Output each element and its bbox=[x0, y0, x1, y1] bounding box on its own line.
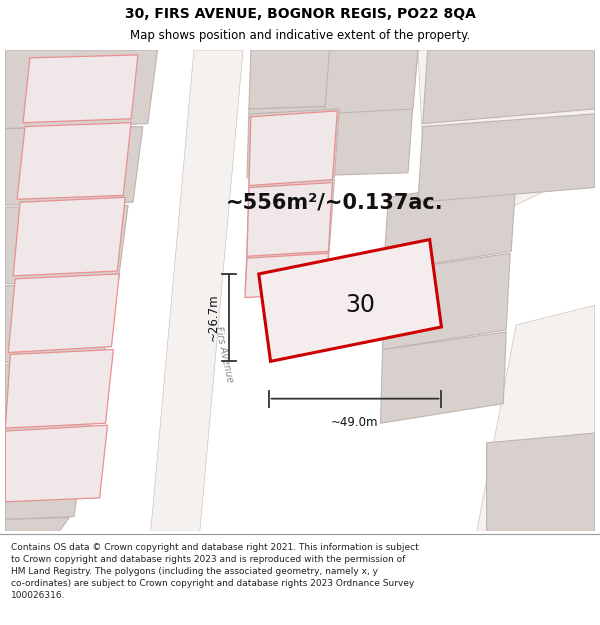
Polygon shape bbox=[477, 306, 595, 531]
Polygon shape bbox=[325, 50, 418, 114]
Polygon shape bbox=[418, 114, 595, 202]
Polygon shape bbox=[5, 205, 128, 284]
Polygon shape bbox=[5, 349, 113, 428]
Polygon shape bbox=[383, 177, 516, 271]
Polygon shape bbox=[5, 441, 84, 519]
Polygon shape bbox=[5, 50, 158, 129]
Polygon shape bbox=[423, 50, 595, 124]
Text: 30, FIRS AVENUE, BOGNOR REGIS, PO22 8QA: 30, FIRS AVENUE, BOGNOR REGIS, PO22 8QA bbox=[125, 7, 475, 21]
Text: Contains OS data © Crown copyright and database right 2021. This information is : Contains OS data © Crown copyright and d… bbox=[11, 542, 419, 600]
Polygon shape bbox=[5, 362, 98, 441]
Polygon shape bbox=[249, 109, 339, 182]
Text: Map shows position and indicative extent of the property.: Map shows position and indicative extent… bbox=[130, 29, 470, 42]
Polygon shape bbox=[247, 179, 334, 251]
Polygon shape bbox=[247, 104, 413, 178]
Text: ~26.7m: ~26.7m bbox=[206, 294, 220, 341]
Polygon shape bbox=[5, 518, 69, 531]
Polygon shape bbox=[245, 253, 328, 298]
Polygon shape bbox=[13, 198, 125, 276]
Polygon shape bbox=[380, 332, 506, 423]
Polygon shape bbox=[5, 127, 143, 205]
Text: ~49.0m: ~49.0m bbox=[331, 416, 379, 429]
Polygon shape bbox=[17, 122, 131, 199]
Polygon shape bbox=[259, 239, 442, 361]
Text: Firs Avenue: Firs Avenue bbox=[212, 326, 234, 384]
Polygon shape bbox=[247, 182, 332, 256]
Polygon shape bbox=[8, 274, 119, 352]
Polygon shape bbox=[249, 111, 337, 186]
Text: 30: 30 bbox=[345, 293, 375, 318]
Polygon shape bbox=[23, 55, 138, 123]
Text: ~556m²/~0.137ac.: ~556m²/~0.137ac. bbox=[226, 192, 443, 213]
Polygon shape bbox=[5, 425, 107, 502]
Polygon shape bbox=[383, 253, 510, 349]
Polygon shape bbox=[151, 50, 243, 531]
Polygon shape bbox=[249, 50, 418, 109]
Polygon shape bbox=[487, 433, 595, 531]
Polygon shape bbox=[418, 50, 595, 246]
Polygon shape bbox=[5, 284, 113, 362]
Polygon shape bbox=[245, 248, 329, 291]
